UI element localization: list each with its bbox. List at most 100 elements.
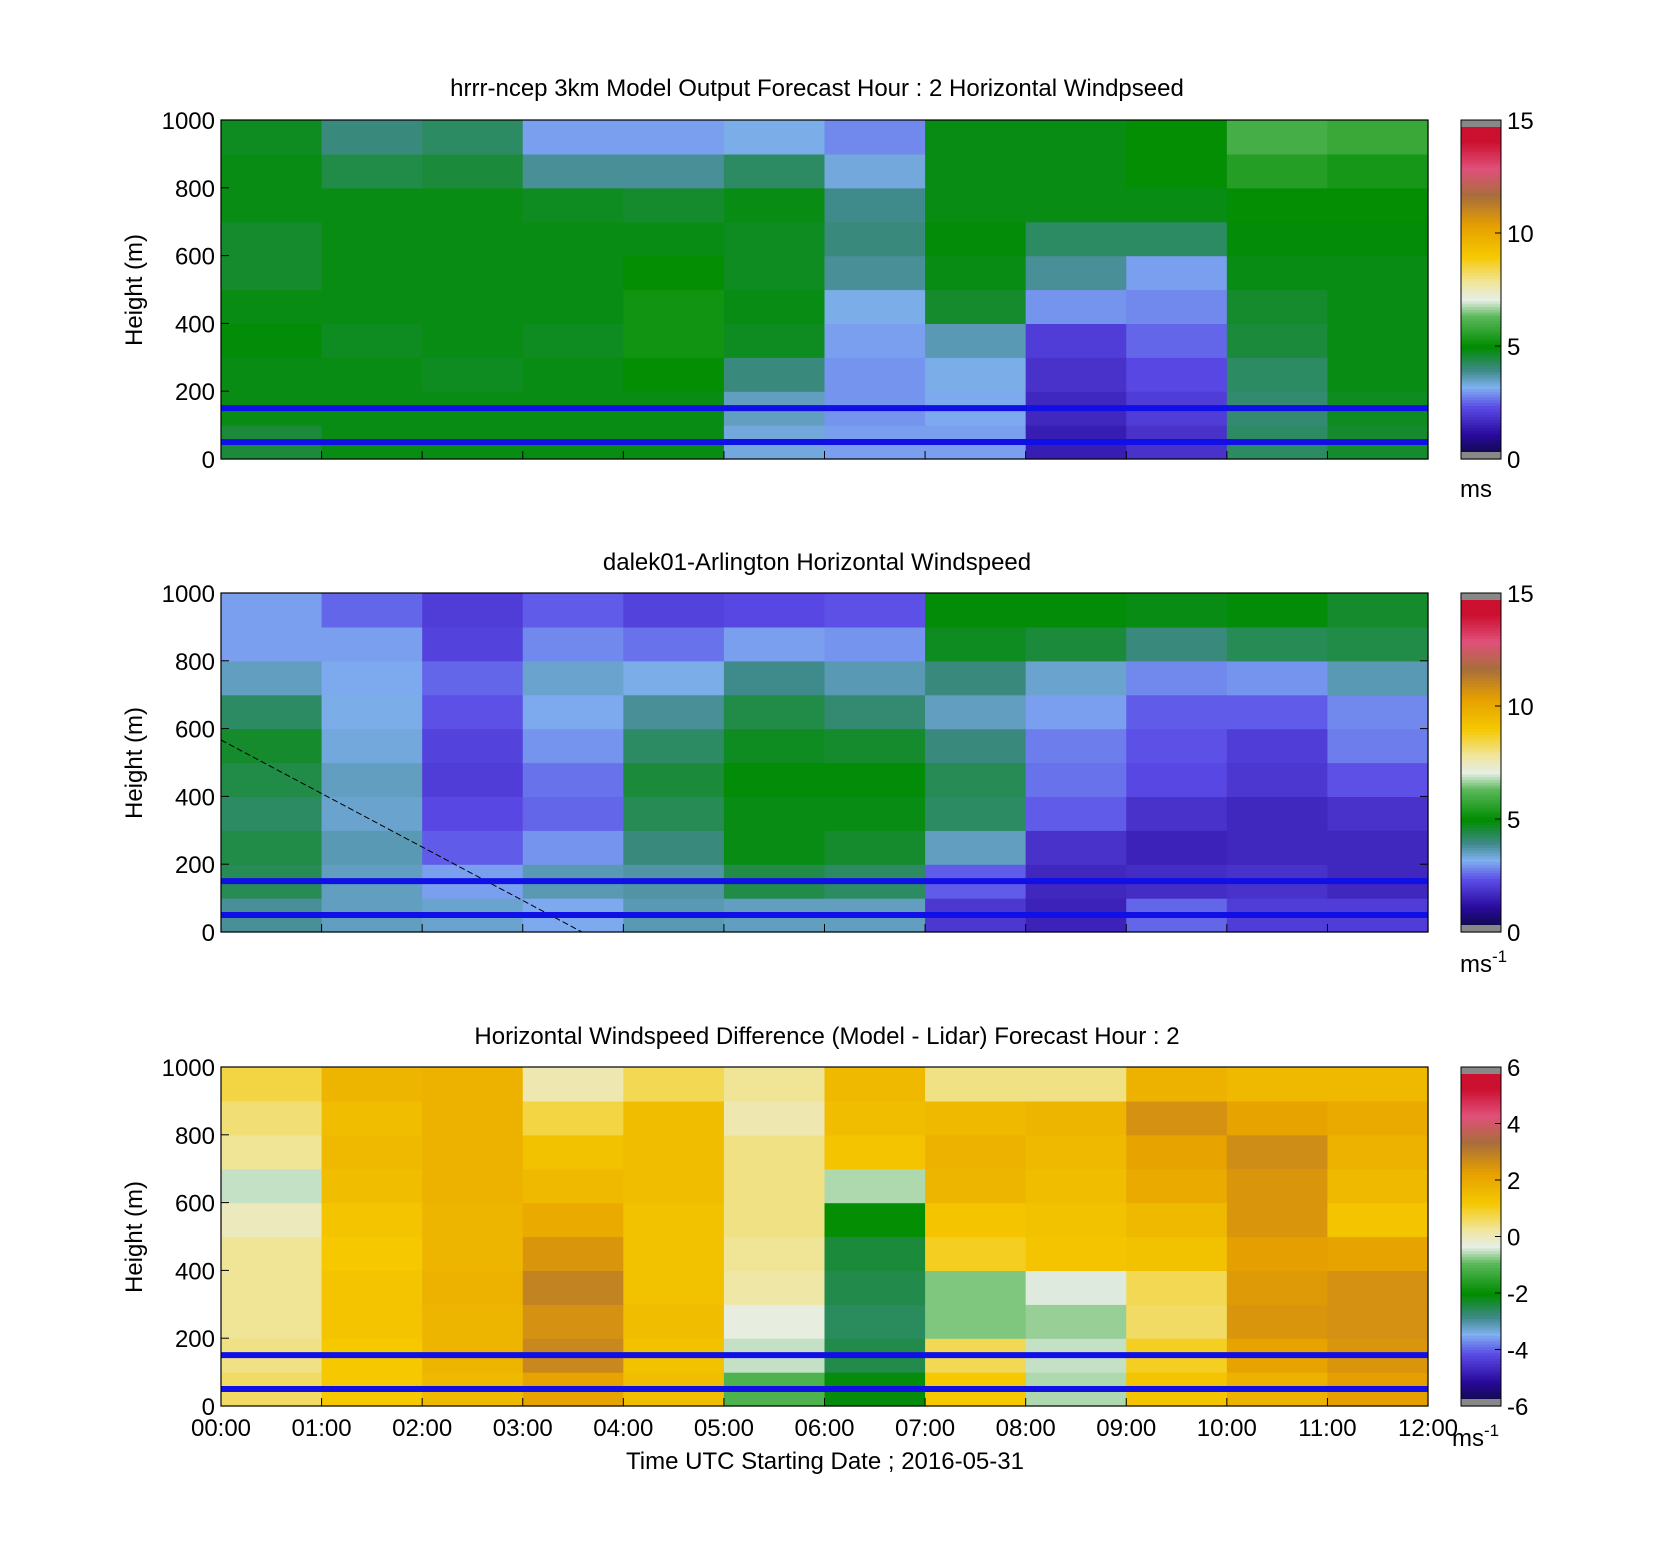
x-axis-ticks: 00:00 01:00 02:00 03:00 04:00 05:00 06:00 07:00…: [191, 1398, 1458, 1442]
colorbar-band: [1461, 838, 1501, 843]
heatmap-cell: [1025, 762, 1127, 797]
colorbar-band: [1461, 162, 1501, 166]
colorbar-tick-label: -2: [1507, 1281, 1528, 1308]
x-tick-label: 06:00: [794, 1415, 854, 1442]
colorbar-band: [1461, 1123, 1501, 1127]
heatmap-cell: [1126, 626, 1228, 662]
heatmap-cell: [824, 255, 926, 291]
heatmap-cell: [1025, 1202, 1127, 1238]
heatmap-cell: [824, 1100, 926, 1136]
colorbar-band: [1461, 898, 1501, 902]
colorbar-band: [1461, 686, 1501, 690]
colorbar-band: [1461, 1343, 1501, 1348]
heatmap-cell: [1025, 1168, 1127, 1204]
colorbar-band: [1461, 745, 1501, 749]
heatmap-cell: [522, 1304, 624, 1339]
heatmap-cell: [824, 221, 926, 257]
heatmap-cell: [522, 660, 624, 696]
heatmap-cell: [623, 357, 725, 392]
y-tick-label: 600: [175, 1191, 215, 1218]
x-tick-label: 02:00: [392, 1415, 452, 1442]
heatmap-cell: [925, 221, 1027, 257]
heatmap-cell: [422, 796, 524, 831]
heatmap-cell: [1025, 593, 1127, 628]
colorbar-band: [1461, 609, 1501, 614]
x-tick-label: 01:00: [292, 1415, 352, 1442]
colorbar-band: [1461, 1352, 1501, 1356]
colorbar-band: [1461, 204, 1501, 209]
x-tick-label: 09:00: [1096, 1415, 1156, 1442]
colorbar-band: [1461, 1230, 1501, 1235]
colorbar-band: [1461, 354, 1501, 358]
heatmap-cell: [723, 796, 826, 831]
colorbar-over-cap: [1461, 593, 1501, 600]
colorbar-band: [1461, 193, 1501, 197]
heatmap-cell: [925, 323, 1027, 358]
colorbar-band: [1461, 439, 1501, 443]
colorbar-band: [1461, 1321, 1501, 1325]
heatmap-cell: [623, 153, 725, 189]
colorbar-band: [1461, 309, 1501, 313]
heatmap-cell: [1025, 255, 1127, 291]
x-tick-label: 05:00: [694, 1415, 754, 1442]
colorbar-band: [1461, 1188, 1501, 1192]
colorbar-band: [1461, 312, 1501, 316]
colorbar-band: [1461, 1089, 1501, 1094]
panel-title: Horizontal Windspeed Difference (Model -…: [474, 1023, 1179, 1050]
panel-model: hrrr-ncep 3km Model Output Forecast Hour…: [121, 75, 1534, 503]
heatmap-cell: [221, 1304, 323, 1339]
colorbar-band: [1461, 371, 1501, 375]
heatmap-cell: [221, 728, 323, 764]
heatmap-cell: [522, 289, 624, 324]
colorbar-tick-label: 5: [1507, 334, 1520, 361]
y-tick-label: 800: [175, 649, 215, 676]
colorbar-band: [1461, 1168, 1501, 1173]
colorbar-band: [1461, 442, 1501, 446]
heatmap-cell: [1025, 1100, 1127, 1136]
heatmap-cell: [824, 593, 926, 628]
heatmap-cell: [422, 1168, 524, 1204]
colorbar-band: [1461, 1174, 1501, 1178]
colorbar-band: [1461, 875, 1501, 879]
colorbar-band: [1461, 756, 1501, 761]
colorbar-band: [1461, 334, 1501, 339]
colorbar-band: [1461, 1208, 1501, 1212]
heatmap-cell: [1327, 626, 1429, 662]
colorbar-band: [1461, 201, 1501, 206]
y-tick-label: 400: [175, 784, 215, 811]
colorbar-band: [1461, 405, 1501, 409]
colorbar-band: [1461, 1083, 1501, 1088]
colorbar-band: [1461, 238, 1501, 243]
heatmap-cell: [422, 1100, 524, 1136]
heatmap-cell: [1126, 694, 1228, 730]
heatmap-cell: [321, 593, 423, 628]
heatmap-cell: [221, 255, 323, 291]
panel-title: hrrr-ncep 3km Model Output Forecast Hour…: [450, 75, 1184, 102]
heatmap-cell: [1226, 1067, 1329, 1102]
colorbar-band: [1461, 247, 1501, 251]
colorbar-band: [1461, 1095, 1501, 1099]
colorbar-band: [1461, 915, 1501, 919]
heatmap-cell: [522, 323, 624, 358]
colorbar-band: [1461, 1377, 1501, 1382]
colorbar-band: [1461, 1180, 1501, 1184]
colorbar-band: [1461, 1341, 1501, 1345]
colorbar-band: [1461, 241, 1501, 245]
heatmap-cell: [221, 1202, 323, 1238]
colorbar-band: [1461, 864, 1501, 868]
colorbar-band: [1461, 182, 1501, 186]
heatmap-cell: [1226, 323, 1329, 358]
colorbar-band: [1461, 844, 1501, 848]
colorbar-band: [1461, 168, 1501, 172]
heatmap-cell: [1126, 1304, 1228, 1339]
heatmap-cell: [321, 1134, 423, 1170]
heatmap-cell: [422, 1270, 524, 1305]
heatmap-cell: [925, 762, 1027, 797]
heatmap-cell: [925, 289, 1027, 324]
x-tick-label: 10:00: [1197, 1415, 1257, 1442]
colorbar-band: [1461, 292, 1501, 296]
heatmap-cell: [321, 728, 423, 764]
heatmap-cell: [1025, 120, 1127, 155]
colorbar-tick-label: 5: [1507, 807, 1520, 834]
heatmap-cell: [422, 1304, 524, 1339]
